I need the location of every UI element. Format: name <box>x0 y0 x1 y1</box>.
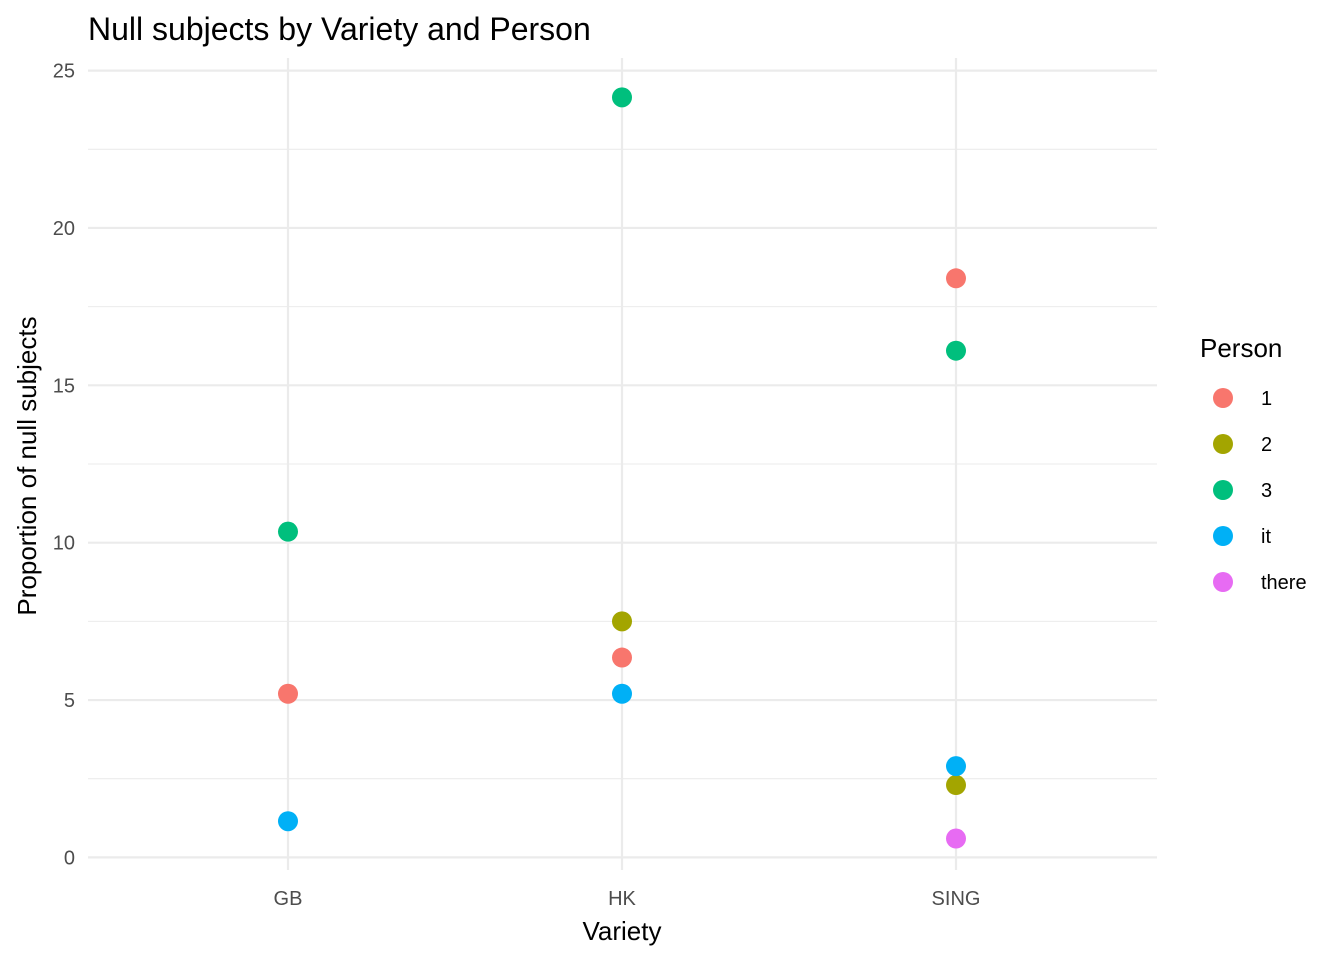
legend-item-it: it <box>1213 526 1271 548</box>
grid-layer <box>88 58 1157 870</box>
legend-item-1: 1 <box>1213 388 1272 410</box>
y-tick-label: 10 <box>53 533 75 555</box>
y-tick-label: 15 <box>53 375 75 397</box>
data-point-there <box>946 828 966 849</box>
legend: Person 1 2 3 it there <box>1200 333 1307 594</box>
x-tick-labels: GB HK SING <box>274 888 981 910</box>
x-tick-label: SING <box>932 888 981 910</box>
data-point-2 <box>612 611 632 632</box>
legend-title: Person <box>1200 333 1282 363</box>
legend-label: 3 <box>1261 480 1272 502</box>
y-tick-label: 25 <box>53 61 75 83</box>
legend-label: 1 <box>1261 388 1272 410</box>
y-tick-label: 0 <box>64 847 75 869</box>
legend-key <box>1213 526 1233 546</box>
data-point-3 <box>278 521 298 542</box>
data-point-3 <box>612 87 632 108</box>
legend-label: 2 <box>1261 434 1272 456</box>
data-point-it <box>612 683 632 704</box>
data-point-3 <box>946 340 966 361</box>
x-axis-title: Variety <box>583 916 662 946</box>
y-tick-labels: 0 5 10 15 20 25 <box>53 61 75 870</box>
legend-label: it <box>1261 526 1271 548</box>
y-tick-label: 5 <box>64 690 75 712</box>
data-point-it <box>946 756 966 777</box>
data-point-2 <box>946 775 966 796</box>
legend-key <box>1213 480 1233 500</box>
x-tick-label: GB <box>274 888 303 910</box>
y-axis-title: Proportion of null subjects <box>12 316 42 615</box>
data-point-1 <box>612 647 632 668</box>
legend-item-2: 2 <box>1213 434 1272 456</box>
data-point-it <box>278 811 298 832</box>
data-point-1 <box>946 268 966 289</box>
legend-items: 1 2 3 it there <box>1213 388 1307 594</box>
x-tick-label: HK <box>608 888 636 910</box>
y-tick-label: 20 <box>53 218 75 240</box>
legend-key <box>1213 572 1233 592</box>
legend-item-there: there <box>1213 572 1307 594</box>
chart-title: Null subjects by Variety and Person <box>88 11 591 47</box>
legend-key <box>1213 434 1233 454</box>
data-point-1 <box>278 683 298 704</box>
points-layer <box>278 87 966 849</box>
legend-label: there <box>1261 572 1307 594</box>
legend-item-3: 3 <box>1213 480 1272 502</box>
legend-key <box>1213 388 1233 408</box>
